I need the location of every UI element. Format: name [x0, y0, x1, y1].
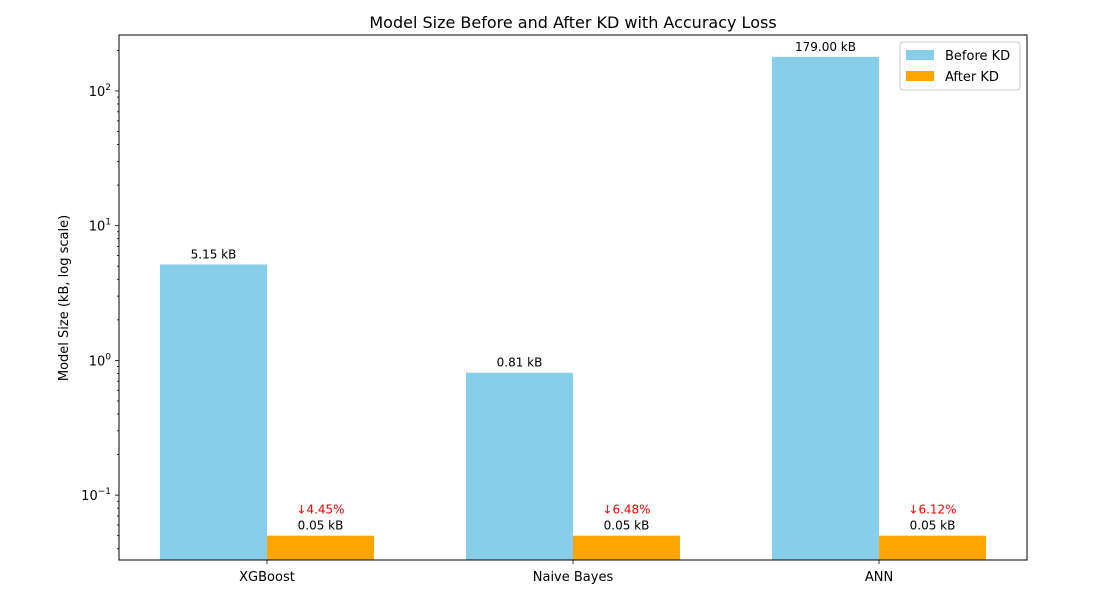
y-tick-label: 102 — [89, 83, 111, 100]
x-axis: XGBoost Naive Bayes ANN — [239, 560, 893, 585]
chart-title: Model Size Before and After KD with Accu… — [369, 13, 776, 32]
y-tick-label: 100 — [89, 352, 112, 369]
legend-swatch — [906, 50, 934, 60]
bar-before-kd — [772, 56, 879, 560]
bar-value-label: 179.00 kB — [795, 40, 856, 54]
legend: Before KD After KD — [899, 41, 1021, 91]
bar-value-label: 0.05 kB — [910, 519, 956, 533]
bar-value-label: 0.05 kB — [604, 519, 650, 533]
data-labels: 5.15 kB 0.05 kB ↓4.45% 0.81 kB 0.05 kB ↓6.48%… — [191, 40, 957, 533]
bar-after-kd — [879, 535, 986, 560]
y-axis: 10−1 100 101 102 — [81, 49, 119, 550]
bar-value-label: 5.15 kB — [191, 247, 237, 261]
accuracy-loss-label: ↓6.48% — [602, 503, 650, 517]
x-tick-label: Naive Bayes — [533, 570, 614, 585]
accuracy-loss-label: ↓6.12% — [908, 503, 956, 517]
legend-swatch — [906, 71, 934, 81]
x-tick-label: ANN — [865, 570, 893, 585]
bar-value-label: 0.81 kB — [497, 356, 543, 370]
y-tick-label: 101 — [89, 218, 111, 235]
bar-after-kd — [267, 535, 374, 560]
plot-frame — [118, 34, 1028, 561]
bar-before-kd — [160, 264, 267, 560]
y-axis-label: Model Size (kB, log scale) — [57, 215, 72, 381]
y-tick-label: 10−1 — [81, 487, 111, 504]
bar-after-kd — [573, 535, 680, 560]
legend-label: After KD — [945, 70, 999, 85]
bars — [160, 56, 986, 560]
bar-before-kd — [466, 372, 573, 560]
x-tick-label: XGBoost — [239, 570, 295, 585]
accuracy-loss-label: ↓4.45% — [296, 503, 344, 517]
bar-value-label: 0.05 kB — [298, 519, 344, 533]
legend-label: Before KD — [945, 49, 1010, 64]
